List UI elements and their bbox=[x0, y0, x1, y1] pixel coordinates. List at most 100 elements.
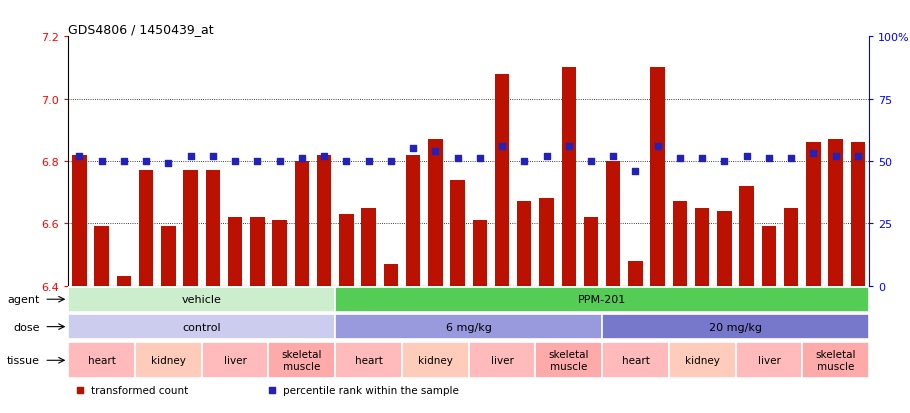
Point bbox=[806, 151, 821, 157]
Bar bbox=[206, 171, 220, 286]
Bar bbox=[672, 202, 687, 286]
Point bbox=[72, 153, 86, 160]
Bar bbox=[517, 202, 531, 286]
Point bbox=[183, 153, 197, 160]
Text: kidney: kidney bbox=[685, 356, 720, 366]
Bar bbox=[717, 211, 732, 286]
Bar bbox=[735, 342, 803, 378]
Bar bbox=[68, 315, 335, 339]
Bar bbox=[72, 155, 86, 286]
Point bbox=[116, 158, 131, 165]
Bar bbox=[68, 342, 135, 378]
Point bbox=[361, 158, 376, 165]
Bar bbox=[695, 208, 710, 286]
Point bbox=[272, 158, 287, 165]
Text: transformed count: transformed count bbox=[91, 385, 188, 395]
Point bbox=[139, 158, 154, 165]
Point bbox=[206, 153, 220, 160]
Text: tissue: tissue bbox=[7, 356, 40, 366]
Text: percentile rank within the sample: percentile rank within the sample bbox=[283, 385, 459, 395]
Point bbox=[450, 156, 465, 162]
Bar bbox=[335, 287, 869, 312]
Point bbox=[161, 161, 176, 167]
Point bbox=[740, 153, 754, 160]
Text: PPM-201: PPM-201 bbox=[578, 294, 626, 304]
Bar bbox=[651, 68, 665, 286]
Point bbox=[406, 146, 420, 152]
Bar bbox=[495, 74, 510, 286]
Bar bbox=[184, 171, 197, 286]
Text: liver: liver bbox=[757, 356, 781, 366]
Bar bbox=[851, 143, 865, 286]
Bar bbox=[317, 155, 331, 286]
Point bbox=[317, 153, 331, 160]
Bar bbox=[139, 171, 153, 286]
Bar bbox=[335, 315, 602, 339]
Text: heart: heart bbox=[87, 356, 116, 366]
Bar bbox=[116, 276, 131, 286]
Bar bbox=[450, 180, 465, 286]
Bar bbox=[535, 342, 602, 378]
Bar bbox=[295, 161, 309, 286]
Bar bbox=[584, 217, 598, 286]
Bar bbox=[428, 140, 442, 286]
Bar bbox=[606, 161, 621, 286]
Bar bbox=[361, 208, 376, 286]
Text: control: control bbox=[182, 322, 221, 332]
Point bbox=[672, 156, 687, 162]
Text: kidney: kidney bbox=[418, 356, 452, 366]
Point bbox=[383, 158, 398, 165]
Bar bbox=[472, 221, 487, 286]
Text: liver: liver bbox=[224, 356, 247, 366]
Bar bbox=[95, 227, 109, 286]
Bar bbox=[406, 155, 420, 286]
Point bbox=[828, 153, 843, 160]
Bar bbox=[602, 315, 869, 339]
Point bbox=[73, 387, 87, 394]
Text: agent: agent bbox=[8, 294, 40, 304]
Bar bbox=[740, 186, 753, 286]
Point bbox=[651, 143, 665, 150]
Point bbox=[339, 158, 354, 165]
Bar bbox=[806, 143, 821, 286]
Point bbox=[628, 168, 642, 175]
Point bbox=[717, 158, 732, 165]
Point bbox=[583, 158, 598, 165]
Bar bbox=[135, 342, 202, 378]
Text: GDS4806 / 1450439_at: GDS4806 / 1450439_at bbox=[68, 23, 214, 36]
Text: heart: heart bbox=[355, 356, 382, 366]
Point bbox=[295, 156, 309, 162]
Bar bbox=[469, 342, 535, 378]
Bar bbox=[335, 342, 402, 378]
Text: dose: dose bbox=[14, 322, 40, 332]
Point bbox=[695, 156, 710, 162]
Bar bbox=[202, 342, 268, 378]
Text: heart: heart bbox=[622, 356, 650, 366]
Point bbox=[851, 153, 865, 160]
Point bbox=[606, 153, 621, 160]
Bar bbox=[402, 342, 469, 378]
Point bbox=[540, 153, 554, 160]
Point bbox=[495, 143, 510, 150]
Point bbox=[784, 156, 798, 162]
Bar bbox=[268, 342, 335, 378]
Bar bbox=[250, 217, 265, 286]
Text: skeletal
muscle: skeletal muscle bbox=[815, 350, 856, 371]
Bar bbox=[272, 221, 287, 286]
Bar bbox=[803, 342, 869, 378]
Text: 20 mg/kg: 20 mg/kg bbox=[709, 322, 762, 332]
Point bbox=[472, 156, 487, 162]
Point bbox=[228, 158, 242, 165]
Bar bbox=[602, 342, 669, 378]
Bar bbox=[762, 227, 776, 286]
Point bbox=[762, 156, 776, 162]
Bar bbox=[784, 208, 798, 286]
Point bbox=[517, 158, 531, 165]
Text: liver: liver bbox=[490, 356, 513, 366]
Bar bbox=[669, 342, 735, 378]
Bar bbox=[384, 264, 398, 286]
Bar bbox=[561, 68, 576, 286]
Point bbox=[250, 158, 265, 165]
Point bbox=[95, 158, 109, 165]
Text: skeletal
muscle: skeletal muscle bbox=[549, 350, 589, 371]
